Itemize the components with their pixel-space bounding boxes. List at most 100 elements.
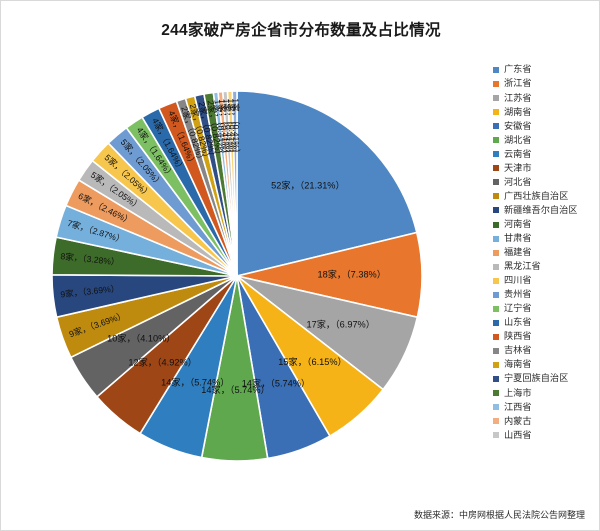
legend-color-swatch bbox=[493, 347, 499, 354]
pie-slice-label: 1家，（0.41%） bbox=[226, 98, 239, 158]
pie-slice-label: 18家，（7.38%） bbox=[317, 269, 385, 280]
pie-slice-label: 10家，（4.10%） bbox=[107, 333, 175, 344]
legend-item[interactable]: 云南省 bbox=[493, 147, 599, 161]
legend-color-swatch bbox=[493, 109, 499, 116]
legend-item[interactable]: 黑龙江省 bbox=[493, 260, 599, 274]
legend-color-swatch bbox=[493, 95, 499, 102]
legend-color-swatch bbox=[493, 277, 499, 284]
legend-item-label: 江西省 bbox=[504, 401, 532, 412]
pie-slice-label: 1家，（0.41%） bbox=[221, 98, 236, 158]
legend-item[interactable]: 贵州省 bbox=[493, 288, 599, 302]
legend-color-swatch bbox=[493, 249, 499, 256]
legend-item-label: 山东省 bbox=[504, 317, 532, 328]
legend-item[interactable]: 内蒙古 bbox=[493, 414, 599, 428]
pie-slice-label: 14家，（5.74%） bbox=[161, 376, 229, 387]
legend-item[interactable]: 广东省 bbox=[493, 63, 599, 77]
legend-item[interactable]: 上海市 bbox=[493, 386, 599, 400]
legend-item-label: 辽宁省 bbox=[504, 303, 532, 314]
legend-item[interactable]: 甘肃省 bbox=[493, 232, 599, 246]
source-note: 数据来源：中房网根据人民法院公告网整理 bbox=[413, 510, 585, 520]
legend-color-swatch bbox=[493, 165, 499, 172]
legend-item-label: 安徽省 bbox=[504, 120, 532, 131]
legend-color-swatch bbox=[493, 333, 499, 340]
legend-item-label: 贵州省 bbox=[504, 289, 532, 300]
legend-color-swatch bbox=[493, 81, 499, 88]
legend-color-swatch bbox=[493, 137, 499, 144]
legend-item-label: 浙江省 bbox=[504, 78, 532, 89]
legend-item[interactable]: 江苏省 bbox=[493, 91, 599, 105]
legend-item-label: 广西壮族自治区 bbox=[504, 190, 569, 201]
legend-item-label: 吉林省 bbox=[504, 345, 532, 356]
legend-color-swatch bbox=[493, 291, 499, 298]
legend-color-swatch bbox=[493, 404, 499, 411]
legend-color-swatch bbox=[493, 151, 499, 158]
legend-item-label: 海南省 bbox=[504, 359, 532, 370]
legend-color-swatch bbox=[493, 235, 499, 242]
legend-item-label: 福建省 bbox=[504, 247, 532, 258]
legend-item[interactable]: 江西省 bbox=[493, 400, 599, 414]
pie-slice-label: 1家，（0.41%） bbox=[230, 98, 242, 157]
legend-item[interactable]: 福建省 bbox=[493, 246, 599, 260]
legend-item[interactable]: 湖南省 bbox=[493, 105, 599, 119]
legend-color-swatch bbox=[493, 193, 499, 200]
legend-color-swatch bbox=[493, 67, 499, 74]
legend-color-swatch bbox=[493, 123, 499, 130]
chart-legend: 广东省浙江省江苏省湖南省安徽省湖北省云南省天津市 河北省广西壮族自治区 新疆维吾尔自… bbox=[493, 63, 599, 488]
legend-item[interactable]: 四川省 bbox=[493, 274, 599, 288]
legend-item[interactable]: 浙江省 bbox=[493, 77, 599, 91]
legend-item[interactable]: 山东省 bbox=[493, 316, 599, 330]
legend-color-swatch bbox=[493, 221, 499, 228]
pie-slice-label: 14家，（5.74%） bbox=[201, 384, 269, 395]
legend-color-swatch bbox=[493, 362, 499, 368]
legend-item-label: 河南省 bbox=[504, 218, 532, 229]
legend-item[interactable]: 新疆维吾尔自治区 bbox=[493, 203, 599, 217]
pie-chart: 52家，（21.31%） 18家，（7.38%） 17家，（6.97%） 15家，（6… bbox=[19, 56, 489, 496]
legend-item-label: 宁夏回族自治区 bbox=[504, 373, 569, 384]
legend-item[interactable]: 宁夏回族自治区 bbox=[493, 372, 599, 386]
pie-slice[interactable] bbox=[236, 90, 418, 278]
legend-item[interactable]: 辽宁省 bbox=[493, 302, 599, 316]
pie-slice-label: 52家，（21.31%） bbox=[271, 179, 345, 190]
legend-item-label: 广东省 bbox=[504, 64, 532, 75]
legend-item-label: 内蒙古 bbox=[504, 415, 532, 426]
pie-chart-svg: 52家，（21.31%） 18家，（7.38%） 17家，（6.97%） 15家，（6… bbox=[51, 90, 423, 462]
legend-color-swatch bbox=[493, 390, 499, 397]
pie-slice[interactable] bbox=[231, 90, 238, 277]
legend-item-label: 上海市 bbox=[504, 387, 532, 398]
legend-item[interactable]: 湖北省 bbox=[493, 133, 599, 147]
legend-color-swatch bbox=[493, 376, 499, 383]
legend-item[interactable]: 陕西省 bbox=[493, 330, 599, 344]
legend-item-label: 湖北省 bbox=[504, 134, 532, 145]
legend-item-label: 云南省 bbox=[504, 148, 532, 159]
legend-item[interactable]: 广西壮族自治区 bbox=[493, 189, 599, 203]
legend-item-label: 新疆维吾尔自治区 bbox=[504, 204, 578, 215]
legend-item[interactable]: 山西省 bbox=[493, 428, 599, 442]
legend-item-label: 河北省 bbox=[504, 176, 532, 187]
legend-color-swatch bbox=[493, 319, 499, 326]
legend-item-label: 四川省 bbox=[504, 275, 532, 286]
legend-color-swatch bbox=[493, 432, 499, 439]
legend-item-label: 陕西省 bbox=[504, 331, 532, 342]
legend-item-label: 黑龙江省 bbox=[504, 261, 541, 272]
legend-item[interactable]: 天津市 bbox=[493, 161, 599, 175]
legend-color-swatch bbox=[493, 305, 499, 312]
pie-slice-label: 17家，（6.97%） bbox=[306, 319, 374, 330]
legend-item[interactable]: 安徽省 bbox=[493, 119, 599, 133]
pie-slice-label: 14家，（5.74%） bbox=[242, 377, 310, 388]
legend-color-swatch bbox=[493, 418, 499, 425]
legend-item-label: 山西省 bbox=[504, 429, 532, 440]
legend-item-label: 江苏省 bbox=[504, 92, 532, 103]
legend-color-swatch bbox=[493, 179, 499, 186]
legend-item[interactable]: 河南省 bbox=[493, 218, 599, 232]
legend-item[interactable]: 海南省 bbox=[493, 358, 599, 372]
pie-slice-label: 12家，（4.92%） bbox=[128, 357, 196, 368]
legend-item-label: 甘肃省 bbox=[504, 232, 532, 243]
legend-color-swatch bbox=[493, 207, 499, 214]
legend-item[interactable]: 吉林省 bbox=[493, 344, 599, 358]
page-title: 244家破产房企省市分布数量及占比情况 bbox=[161, 22, 441, 39]
pie-slices bbox=[51, 90, 423, 462]
legend-item-label: 湖南省 bbox=[504, 106, 532, 117]
legend-item[interactable]: 河北省 bbox=[493, 175, 599, 189]
legend-color-swatch bbox=[493, 263, 499, 270]
